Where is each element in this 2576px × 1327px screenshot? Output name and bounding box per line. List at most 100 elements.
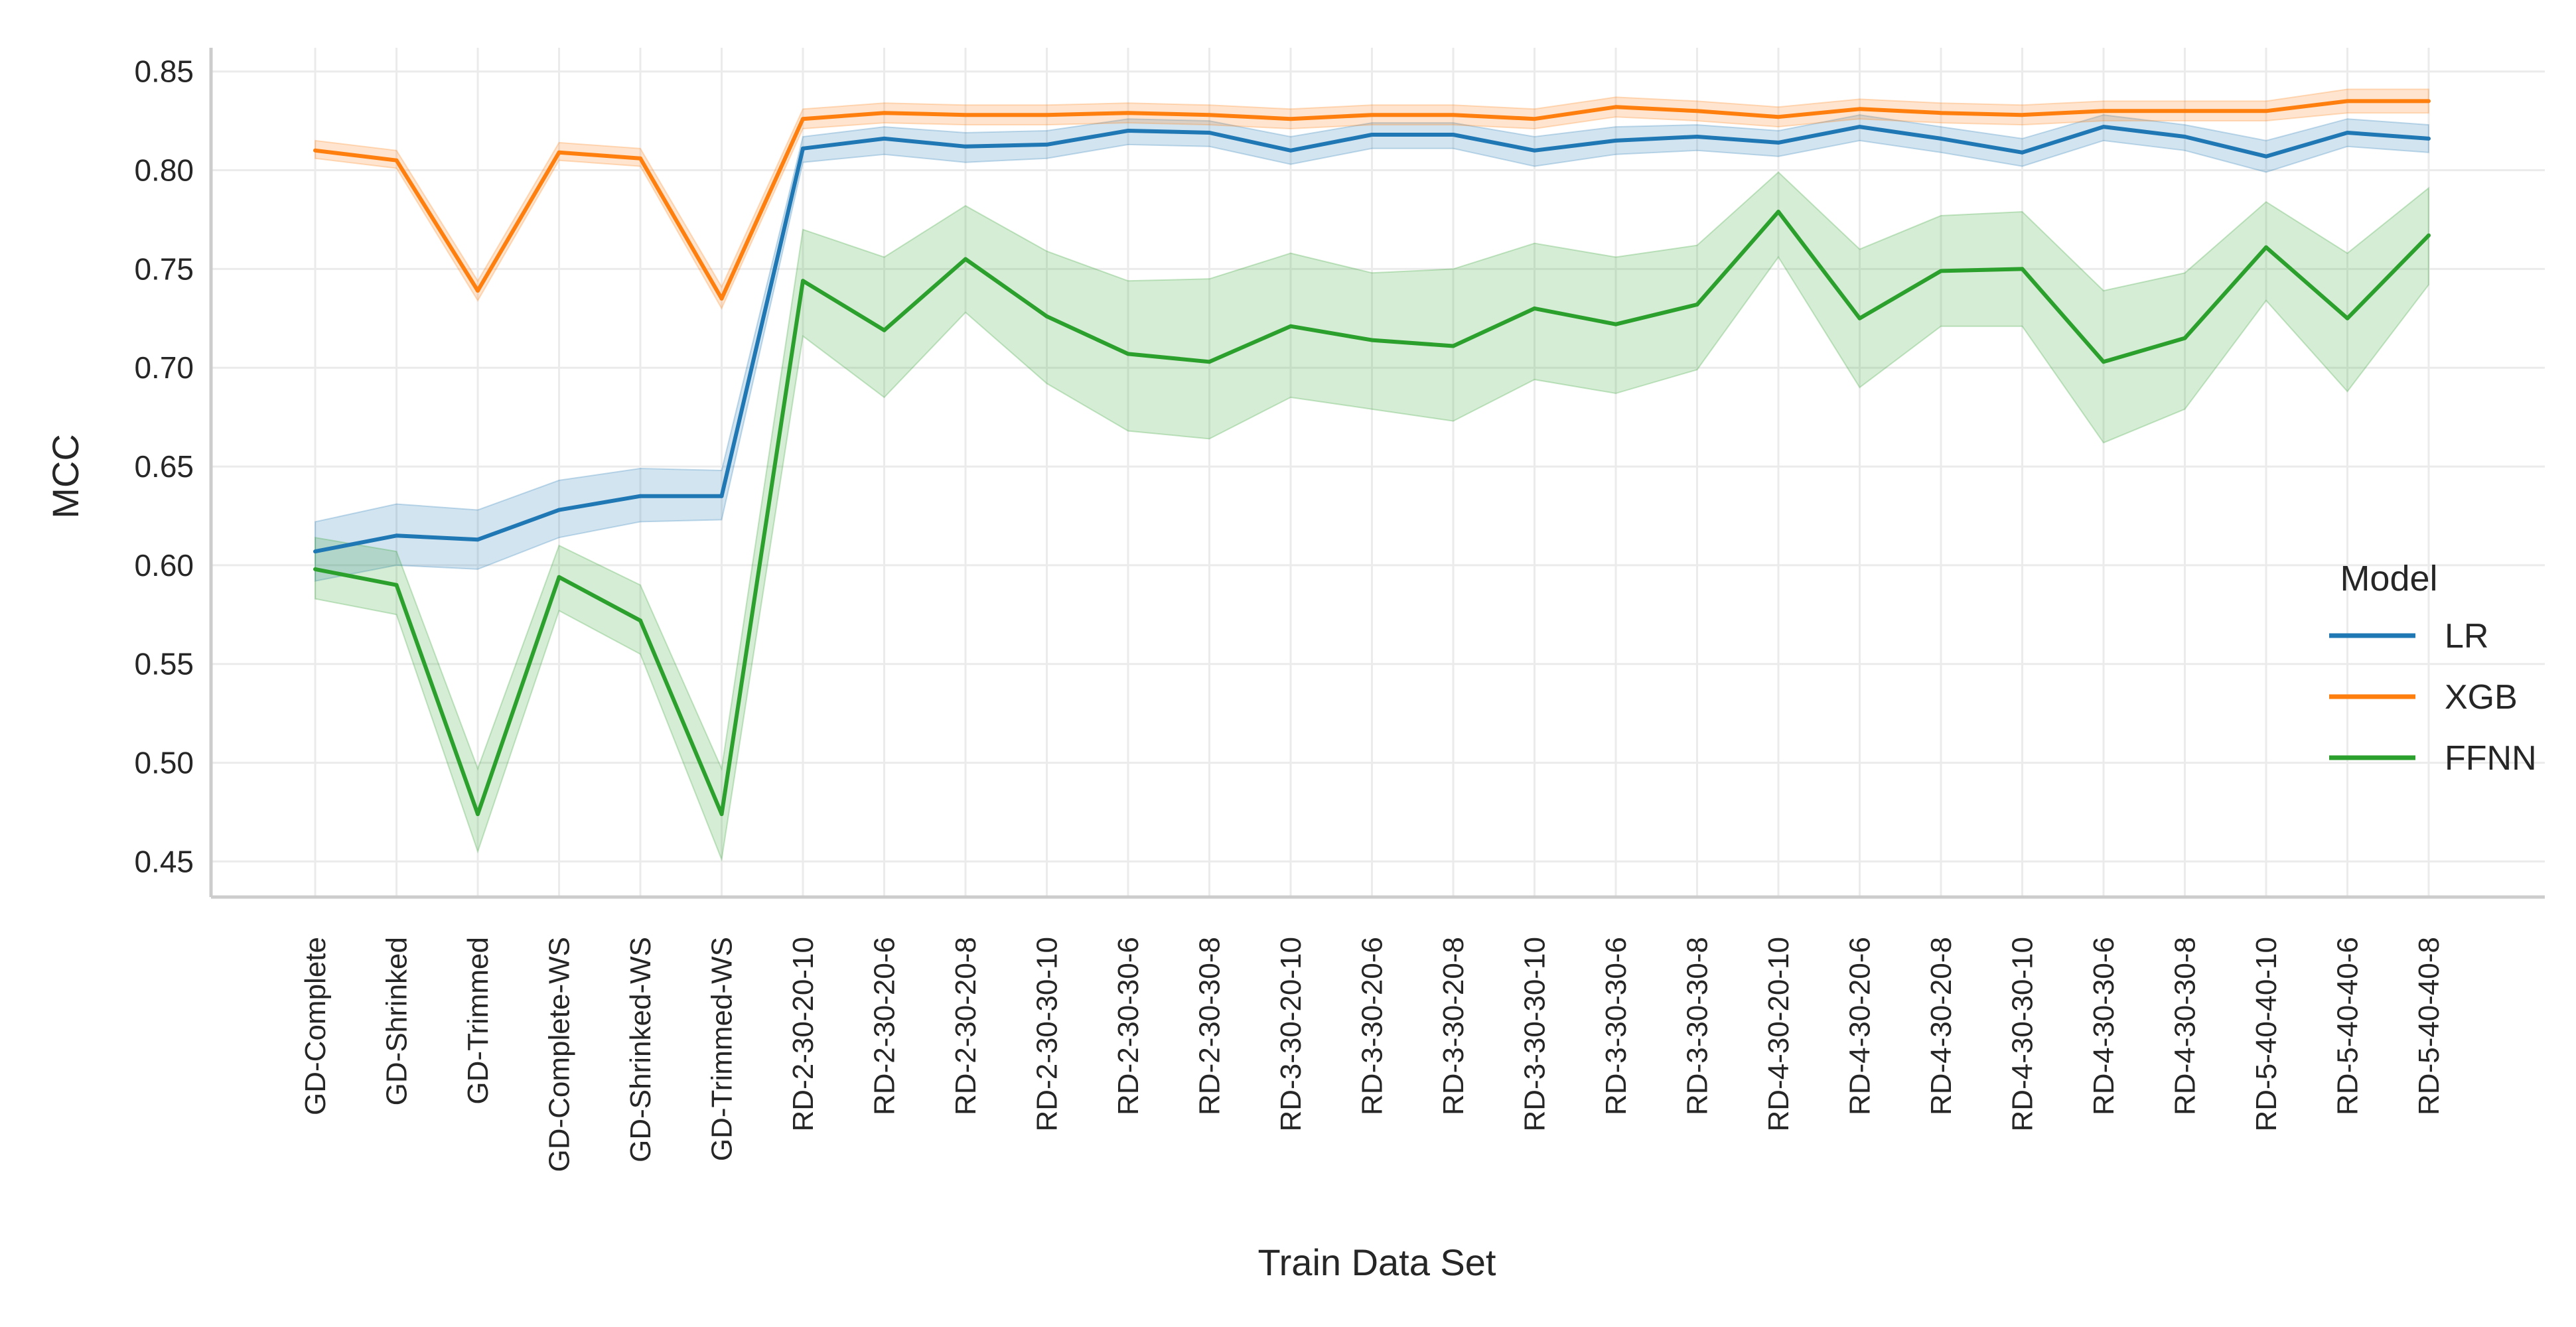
x-tick-label: GD-Complete: [299, 937, 332, 1115]
x-axis-title: Train Data Set: [1258, 1241, 1496, 1283]
data-point-ffnn: [1695, 303, 1699, 307]
data-point-ffnn: [2020, 267, 2025, 271]
legend-label-xgb: XGB: [2445, 678, 2518, 717]
data-point-lr: [801, 146, 805, 151]
data-point-lr: [1614, 138, 1618, 143]
data-point-lr: [638, 494, 642, 498]
data-point-lr: [1532, 148, 1537, 153]
data-point-lr: [1126, 129, 1130, 133]
data-point-lr: [2345, 131, 2350, 135]
data-point-ffnn: [476, 812, 480, 816]
data-point-lr: [1776, 140, 1780, 145]
y-tick-label: 0.75: [134, 251, 194, 286]
data-point-xgb: [1857, 107, 1862, 111]
data-point-lr: [2427, 136, 2431, 141]
x-tick-label: RD-3-30-30-10: [1519, 937, 1551, 1131]
x-tick-label: RD-2-30-20-6: [869, 937, 901, 1115]
y-tick-label: 0.55: [134, 647, 194, 681]
x-tick-label: RD-2-30-30-8: [1194, 937, 1226, 1115]
y-tick-label: 0.50: [134, 746, 194, 780]
data-point-xgb: [1451, 113, 1455, 117]
x-tick-label: RD-2-30-20-10: [787, 937, 820, 1131]
legend: Model LR XGB FFNN: [2329, 559, 2537, 778]
x-tick-labels: GD-Complete GD-Shrinked GD-Trimmed GD-Compl…: [299, 937, 2445, 1172]
series-lines: [313, 99, 2431, 816]
data-point-lr: [1289, 148, 1293, 153]
data-point-xgb: [2345, 99, 2350, 104]
y-tick-label: 0.65: [134, 449, 194, 484]
x-tick-label: RD-4-30-30-6: [2088, 937, 2120, 1115]
band-ffnn: [315, 171, 2429, 863]
x-tick-label: RD-4-30-30-10: [2007, 937, 2039, 1131]
data-point-xgb: [2020, 113, 2025, 117]
x-tick-label: RD-5-40-40-10: [2250, 937, 2283, 1131]
data-point-xgb: [719, 297, 724, 301]
x-tick-label: RD-2-30-20-8: [950, 937, 982, 1115]
data-point-ffnn: [1370, 338, 1374, 342]
data-point-lr: [476, 537, 480, 542]
data-point-ffnn: [1044, 314, 1049, 318]
data-point-lr: [1207, 131, 1212, 135]
x-tick-label: RD-4-30-20-10: [1762, 937, 1795, 1131]
data-point-ffnn: [2427, 233, 2431, 238]
data-point-xgb: [313, 148, 317, 153]
data-point-ffnn: [1451, 344, 1455, 348]
x-tick-label: RD-4-30-30-8: [2169, 937, 2202, 1115]
data-point-xgb: [1695, 109, 1699, 113]
data-point-lr: [1370, 133, 1374, 137]
y-tick-label: 0.60: [134, 548, 194, 583]
y-tick-label: 0.85: [134, 54, 194, 89]
data-point-lr: [2020, 150, 2025, 155]
x-tick-label: RD-3-30-20-8: [1437, 937, 1470, 1115]
data-point-lr: [2264, 154, 2268, 159]
x-tick-label: RD-3-30-20-10: [1275, 937, 1307, 1131]
data-point-xgb: [1126, 111, 1130, 115]
data-point-xgb: [1207, 113, 1212, 117]
x-tick-label: RD-4-30-20-8: [1925, 937, 1958, 1115]
data-point-xgb: [1532, 117, 1537, 121]
data-point-lr: [394, 533, 399, 538]
x-tick-label: GD-Complete-WS: [543, 937, 576, 1172]
data-point-lr: [964, 144, 967, 149]
data-point-ffnn: [801, 279, 805, 283]
data-point-xgb: [801, 117, 805, 121]
band-lr: [315, 114, 2429, 582]
data-point-ffnn: [394, 583, 399, 587]
x-tick-label: RD-4-30-20-6: [1844, 937, 1877, 1115]
data-point-ffnn: [1126, 352, 1130, 356]
y-axis-title: MCC: [44, 434, 86, 519]
y-tick-label: 0.70: [134, 350, 194, 385]
data-point-ffnn: [2264, 245, 2268, 249]
x-tick-label: RD-3-30-30-6: [1600, 937, 1632, 1115]
x-tick-label: RD-5-40-40-8: [2413, 937, 2445, 1115]
data-point-xgb: [1614, 105, 1618, 109]
data-point-lr: [1939, 136, 1943, 141]
data-point-xgb: [2102, 109, 2106, 113]
data-point-xgb: [882, 111, 887, 115]
x-tick-label: GD-Shrinked: [381, 937, 413, 1105]
legend-label-ffnn: FFNN: [2445, 739, 2537, 778]
data-point-lr: [882, 136, 887, 141]
x-tick-label: RD-2-30-30-10: [1031, 937, 1064, 1131]
data-point-lr: [557, 508, 561, 512]
data-point-ffnn: [2102, 360, 2106, 364]
data-point-ffnn: [1939, 269, 1943, 273]
x-tick-label: GD-Trimmed: [462, 937, 494, 1105]
data-point-ffnn: [882, 328, 887, 332]
data-point-ffnn: [2345, 316, 2350, 320]
data-point-ffnn: [1532, 306, 1537, 311]
data-point-xgb: [557, 150, 561, 155]
data-point-lr: [313, 549, 317, 554]
x-tick-label: GD-Shrinked-WS: [624, 937, 657, 1162]
legend-title: Model: [2340, 559, 2437, 598]
x-tick-label: RD-5-40-40-6: [2332, 937, 2364, 1115]
legend-label-lr: LR: [2445, 617, 2488, 656]
data-point-lr: [719, 494, 724, 498]
data-point-lr: [2102, 125, 2106, 129]
data-point-ffnn: [719, 812, 724, 816]
axes: [209, 48, 2545, 899]
data-point-ffnn: [1857, 316, 1862, 320]
y-tick-labels: 0.45 0.50 0.55 0.60 0.65 0.70 0.75 0.80 0.85: [134, 54, 194, 879]
data-point-xgb: [476, 289, 480, 293]
